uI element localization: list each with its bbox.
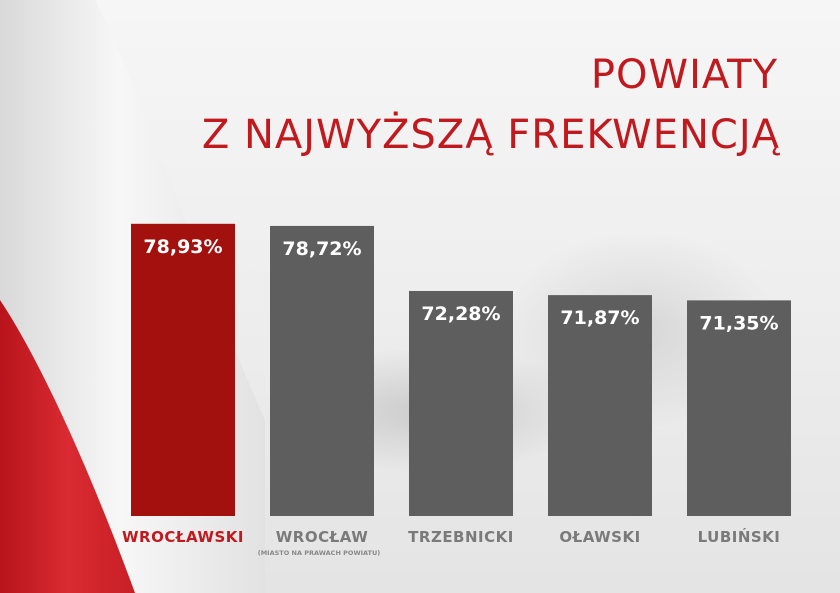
bar-value-label: 78,93% [143, 236, 222, 258]
bar-value-label: 72,28% [421, 303, 500, 325]
chart-subtitle: Z NAJWYŻSZĄ FREKWENCJĄ [201, 112, 780, 158]
chart-title: POWIATY [590, 52, 778, 98]
bar-4 [548, 295, 652, 516]
category-label: TRZEBNICKI [408, 528, 514, 546]
bar-value-label: 71,87% [560, 307, 639, 329]
category-label: OŁAWSKI [559, 528, 641, 546]
bar-1 [131, 223, 235, 516]
category-label: WROCŁAW [275, 528, 369, 546]
category-note: (MIASTO NA PRAWACH POWIATU) [257, 549, 381, 557]
bar-5 [687, 300, 791, 516]
category-label: WROCŁAWSKI [122, 528, 244, 546]
bar-2 [270, 225, 374, 517]
category-label: LUBIŃSKI [697, 528, 781, 546]
bar-3 [409, 290, 513, 516]
bar-value-label: 71,35% [699, 312, 778, 334]
bar-value-label: 78,72% [282, 238, 361, 260]
